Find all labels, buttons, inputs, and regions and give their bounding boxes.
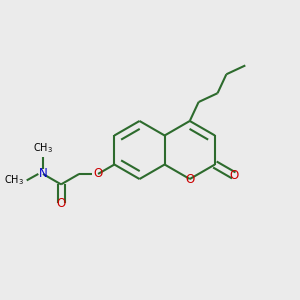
Text: O: O (56, 197, 66, 210)
Text: CH$_3$: CH$_3$ (4, 173, 24, 187)
Text: O: O (93, 167, 103, 180)
Text: O: O (185, 172, 194, 185)
Text: O: O (229, 169, 239, 182)
Text: N: N (39, 167, 47, 180)
Text: CH$_3$: CH$_3$ (33, 142, 53, 155)
